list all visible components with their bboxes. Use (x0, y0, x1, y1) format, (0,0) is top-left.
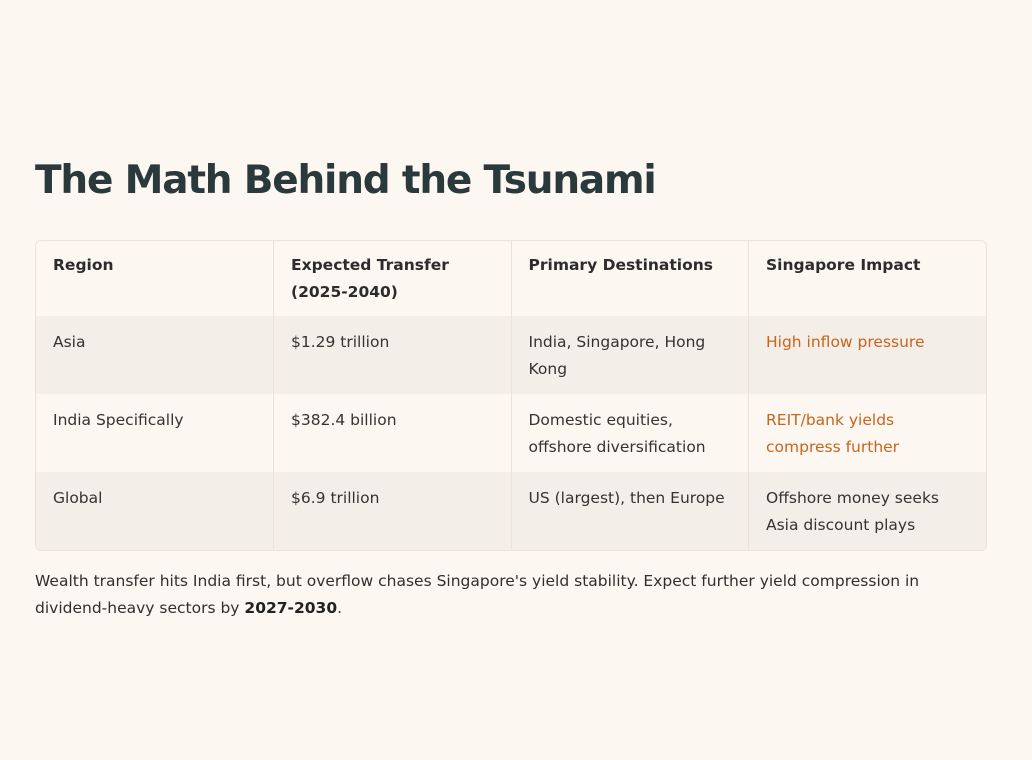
table-row: India Specifically $382.4 billion Domest… (36, 394, 986, 472)
header-region: Region (36, 241, 274, 316)
cell-expected-transfer: $6.9 trillion (273, 472, 512, 550)
page-title: The Math Behind the Tsunami (35, 158, 657, 203)
summary-note-emphasis: 2027-2030 (244, 599, 338, 617)
table-row: Asia $1.29 trillion India, Singapore, Ho… (36, 316, 986, 394)
cell-primary-destinations: Domestic equities, offshore diversificat… (511, 394, 749, 472)
header-expected-transfer: Expected Transfer (2025-2040) (273, 241, 512, 316)
cell-region: Asia (36, 316, 274, 394)
cell-singapore-impact: REIT/bank yields compress further (766, 411, 900, 456)
summary-note-end: . (337, 599, 343, 617)
cell-primary-destinations: US (largest), then Europe (511, 472, 749, 550)
table-row: Global $6.9 trillion US (largest), then … (36, 472, 986, 550)
wealth-transfer-table-container: Region Expected Transfer (2025-2040) Pri… (35, 240, 987, 551)
cell-region: Global (36, 472, 274, 550)
cell-singapore-impact: High inflow pressure (766, 333, 925, 351)
cell-singapore-impact: Offshore money seeks Asia discount plays (766, 489, 939, 534)
cell-expected-transfer: $382.4 billion (273, 394, 512, 472)
summary-note-text: Wealth transfer hits India first, but ov… (35, 572, 920, 617)
header-primary-destinations: Primary Destinations (511, 241, 749, 316)
cell-region: India Specifically (36, 394, 274, 472)
wealth-transfer-table: Region Expected Transfer (2025-2040) Pri… (36, 241, 986, 550)
cell-primary-destinations: India, Singapore, Hong Kong (511, 316, 749, 394)
main-content: The Math Behind the Tsunami Region Expec… (35, 155, 987, 638)
header-singapore-impact: Singapore Impact (766, 256, 921, 274)
cell-expected-transfer: $1.29 trillion (273, 316, 512, 394)
table-header-row: Region Expected Transfer (2025-2040) Pri… (36, 241, 986, 316)
summary-note: Wealth transfer hits India first, but ov… (35, 568, 987, 622)
